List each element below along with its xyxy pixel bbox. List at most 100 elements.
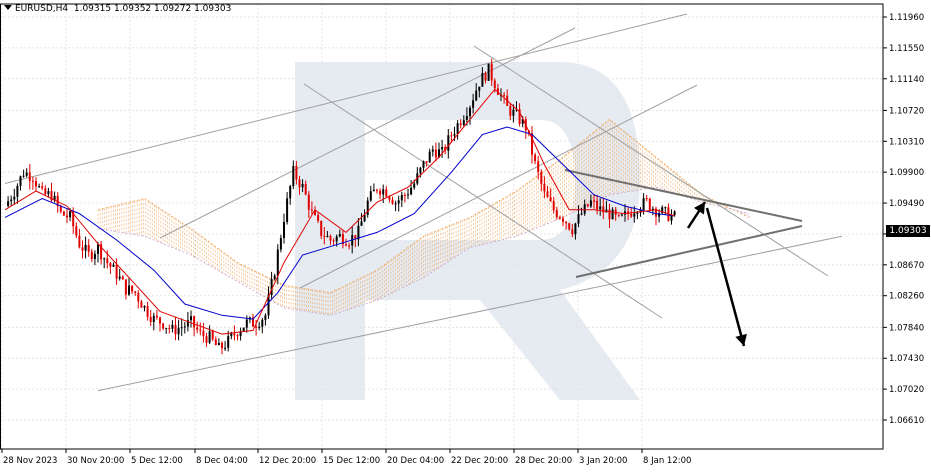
candle-body	[624, 211, 626, 215]
current-price-tag: 1.09303	[886, 225, 930, 237]
candle-body	[236, 335, 239, 337]
candle-body	[441, 147, 444, 150]
candle-body	[382, 189, 385, 195]
candle-body	[422, 161, 425, 168]
candle-body	[515, 109, 518, 111]
candle-body	[190, 316, 192, 321]
candle-body	[307, 194, 310, 210]
candle-body	[217, 342, 220, 346]
candle-body	[78, 235, 81, 248]
candle-body	[168, 327, 171, 329]
candle-body	[177, 327, 180, 335]
candle-body	[593, 200, 595, 202]
candle-body	[596, 200, 599, 210]
candle-body	[338, 234, 341, 237]
candle-body	[118, 276, 121, 279]
candle-body	[549, 197, 552, 201]
candle-body	[509, 105, 512, 116]
candle-body	[633, 213, 636, 217]
candle-body	[224, 347, 227, 349]
candle-body	[205, 336, 208, 343]
triangle-upper-line	[564, 169, 803, 222]
candle-body	[450, 135, 453, 137]
y-tick-label: 1.07020	[889, 385, 924, 395]
candle-body	[258, 326, 261, 328]
fan-line-3	[303, 83, 663, 319]
candle-body	[661, 207, 664, 214]
candle-body	[648, 198, 651, 210]
candle-body	[106, 258, 109, 264]
candle-body	[651, 208, 654, 210]
candle-body	[434, 149, 437, 158]
candle-body	[93, 253, 96, 259]
candle-body	[407, 194, 409, 196]
candle-body	[403, 194, 406, 196]
candle-body	[670, 215, 673, 221]
candle-body	[87, 244, 90, 252]
triangle-lower-line	[575, 225, 803, 278]
candle-body	[459, 123, 462, 125]
x-tick-label: 3 Jan 20:00	[579, 456, 627, 466]
candle-body	[376, 189, 378, 191]
candle-body	[438, 149, 440, 158]
candle-body	[574, 223, 577, 235]
candle-body	[214, 339, 217, 346]
candle-body	[484, 73, 487, 81]
forecast-arrow-down-head	[735, 333, 747, 346]
plot-border	[0, 3, 884, 450]
candle-body	[558, 217, 561, 219]
candle-body	[162, 323, 165, 329]
ohlc-values: 1.09315 1.09352 1.09272 1.09303	[73, 4, 232, 14]
candle-body	[366, 200, 369, 215]
candle-body	[112, 264, 115, 267]
candle-body	[279, 237, 282, 250]
candle-body	[276, 249, 279, 276]
candle-body	[81, 247, 84, 251]
candle-body	[53, 195, 56, 201]
candle-body	[202, 330, 205, 337]
candle-body	[589, 200, 592, 207]
dropdown-triangle-icon[interactable]	[4, 5, 12, 10]
candle-body	[22, 175, 25, 177]
candle-body	[462, 119, 465, 125]
y-tick-label: 1.10720	[889, 106, 924, 116]
candle-body	[540, 171, 543, 184]
forecast-arrows	[686, 201, 747, 347]
candle-body	[230, 333, 233, 337]
x-tick-label: 15 Dec 12:00	[323, 456, 380, 466]
x-tick-label: 22 Dec 20:00	[451, 456, 508, 466]
candle-body	[100, 244, 103, 260]
candle-body	[348, 245, 351, 247]
candle-body	[245, 319, 248, 328]
candle-body	[165, 327, 168, 329]
candle-body	[475, 90, 478, 101]
candle-body	[131, 285, 134, 292]
candle-body	[10, 199, 13, 202]
candle-body	[286, 198, 289, 222]
candle-body	[90, 251, 93, 259]
forecast-arrow-down	[705, 207, 746, 347]
y-tick-label: 1.06610	[889, 416, 924, 426]
x-tick-label: 20 Dec 04:00	[387, 456, 444, 466]
x-tick-label: 8 Jan 12:00	[643, 456, 691, 466]
candle-body	[555, 210, 558, 218]
candle-body	[599, 206, 602, 210]
candle-body	[50, 191, 53, 201]
candle-body	[25, 172, 28, 176]
x-tick-label: 30 Nov 20:00	[67, 456, 124, 466]
candle-body	[642, 198, 645, 210]
y-tick-label: 1.09490	[889, 199, 924, 209]
candle-body	[664, 207, 667, 209]
candle-body	[69, 211, 72, 218]
candle-body	[124, 279, 127, 295]
candle-body	[137, 292, 140, 302]
candle-body	[521, 119, 524, 124]
candle-body	[121, 276, 124, 280]
candle-body	[617, 214, 620, 216]
candle-body	[7, 201, 10, 207]
candle-body	[577, 214, 580, 224]
candle-body	[13, 196, 16, 200]
candle-body	[630, 213, 633, 217]
